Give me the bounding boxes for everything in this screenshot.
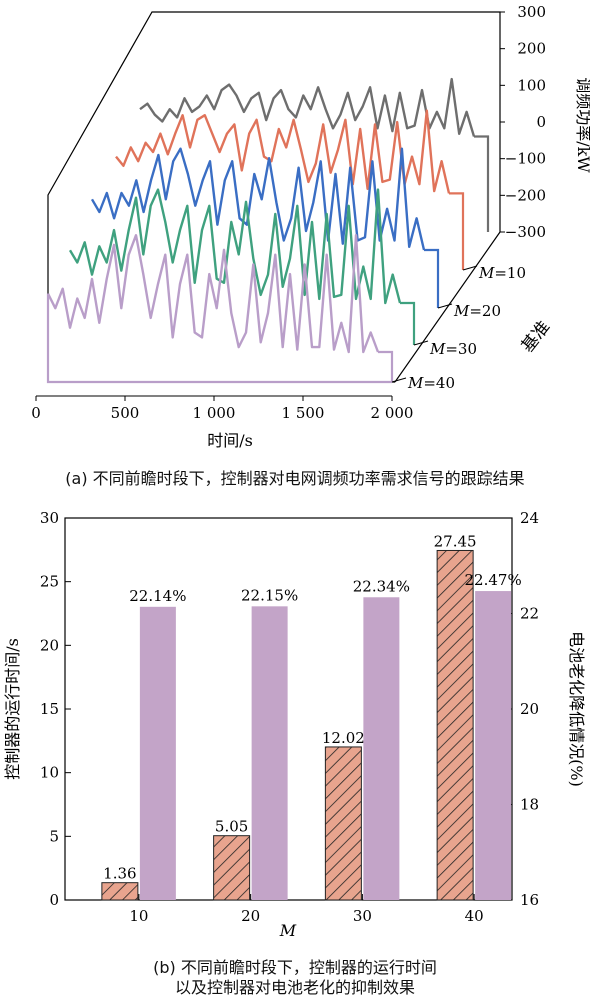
depth-label-2: M=20 [453,302,501,320]
bar-runtime-label: 1.36 [103,865,136,883]
z-tick-label: 300 [517,3,546,21]
x-axis-label: M [279,921,297,940]
depth-tick [462,265,478,271]
series-tail-4 [378,350,394,382]
right-tick-label: 16 [520,891,539,909]
depth-axis-label: 基准 [518,317,555,356]
z-tick-label: −200 [505,186,546,204]
bar-aging [251,606,288,900]
series-tail-2 [424,248,440,308]
left-axis-label: 控制器的运行时间/s [3,638,22,780]
series-line-2 [90,147,426,251]
z-axis-label: 调频功率/kW [574,77,590,173]
left-tick-label: 10 [40,764,59,782]
series-tail-1 [449,192,465,270]
bar-aging [475,591,512,900]
series-tail-0 [474,135,490,232]
left-tick-label: 20 [40,636,59,654]
bar-aging-label: 22.15% [241,586,298,604]
depth-label-1: M=10 [478,264,526,282]
depth-label-value: =30 [445,340,477,358]
depth-tick [413,340,429,346]
depth-label-3: M=30 [429,340,477,358]
bar-aging-label: 22.14% [129,587,186,605]
series-base-4 [46,293,392,384]
left-tick-label: 5 [49,827,59,845]
left-tick-label: 0 [49,891,59,909]
bar-runtime [436,549,474,901]
x-tick-label: 500 [111,404,140,422]
right-tick-label: 22 [520,605,539,623]
z-tick-label: 200 [517,40,546,58]
x-tick-label: 30 [353,907,372,925]
depth-tick [437,303,453,309]
right-tick-label: 24 [520,509,539,527]
series-tail-3 [400,301,416,345]
bar-chart: 0 5 10 15 20 25 30 16 18 20 22 24 控制器的运行时间/s 电池老化降低情况… [3,509,586,940]
x-tick-label: 2 000 [371,404,414,422]
x-tick-label: 0 [31,404,41,422]
chart-a-caption: (a) 不同前瞻时段下，控制器对电网调频功率需求信号的跟踪结果 [65,469,525,488]
depth-label-value: =40 [423,374,455,392]
depth-label-var: M [407,374,424,392]
waterfall-chart: 0 500 1 000 1 500 2 000时间/s3002001000−100−20… [31,3,590,450]
bar-runtime-label: 5.05 [215,818,248,836]
bar-aging [363,597,400,900]
chart-b-caption-line-1: (b) 不同前瞻时段下，控制器的运行时间 [153,958,437,977]
z-tick-label: 0 [536,113,546,131]
right-axis-label: 电池老化降低情况(%) [567,631,586,787]
bar-aging-label: 22.34% [353,577,410,595]
depth-label-var: M [478,264,495,282]
z-tick-label: −100 [505,150,546,168]
x-axis-label: 时间/s [207,431,253,450]
right-tick-label: 18 [520,796,539,814]
depth-label-value: =10 [494,264,526,282]
depth-label-4: M=40 [407,374,455,392]
bar-runtime [324,746,362,901]
chart-b-caption-line-2: 以及控制器对电池老化的抑制效果 [174,978,415,997]
series-line-3 [68,188,402,305]
series-line-4 [46,234,380,354]
depth-label-var: M [429,340,446,358]
z-tick-label: 100 [517,76,546,94]
x-tick-label: 40 [465,907,484,925]
depth-label-var: M [453,302,470,320]
x-tick-label: 20 [241,907,260,925]
z-tick-label: −300 [505,223,546,241]
bar-aging [139,606,176,900]
series-line-1 [115,109,451,194]
box-outline [47,11,501,383]
x-tick-label: 1 500 [282,404,325,422]
bar-runtime [213,835,251,901]
left-tick-label: 30 [40,509,59,527]
right-tick-label: 20 [520,700,539,718]
bar-runtime-label: 27.45 [434,532,477,550]
x-tick-label: 1 000 [193,404,236,422]
depth-label-value: =20 [469,302,501,320]
left-tick-label: 15 [40,700,59,718]
bar-runtime-label: 12.02 [322,729,365,747]
depth-tick [391,377,407,383]
left-tick-label: 25 [40,573,59,591]
series-line-0 [139,77,476,137]
bar-runtime [101,882,139,901]
bar-aging-label: 22.47% [465,571,522,589]
x-tick-label: 10 [129,907,148,925]
